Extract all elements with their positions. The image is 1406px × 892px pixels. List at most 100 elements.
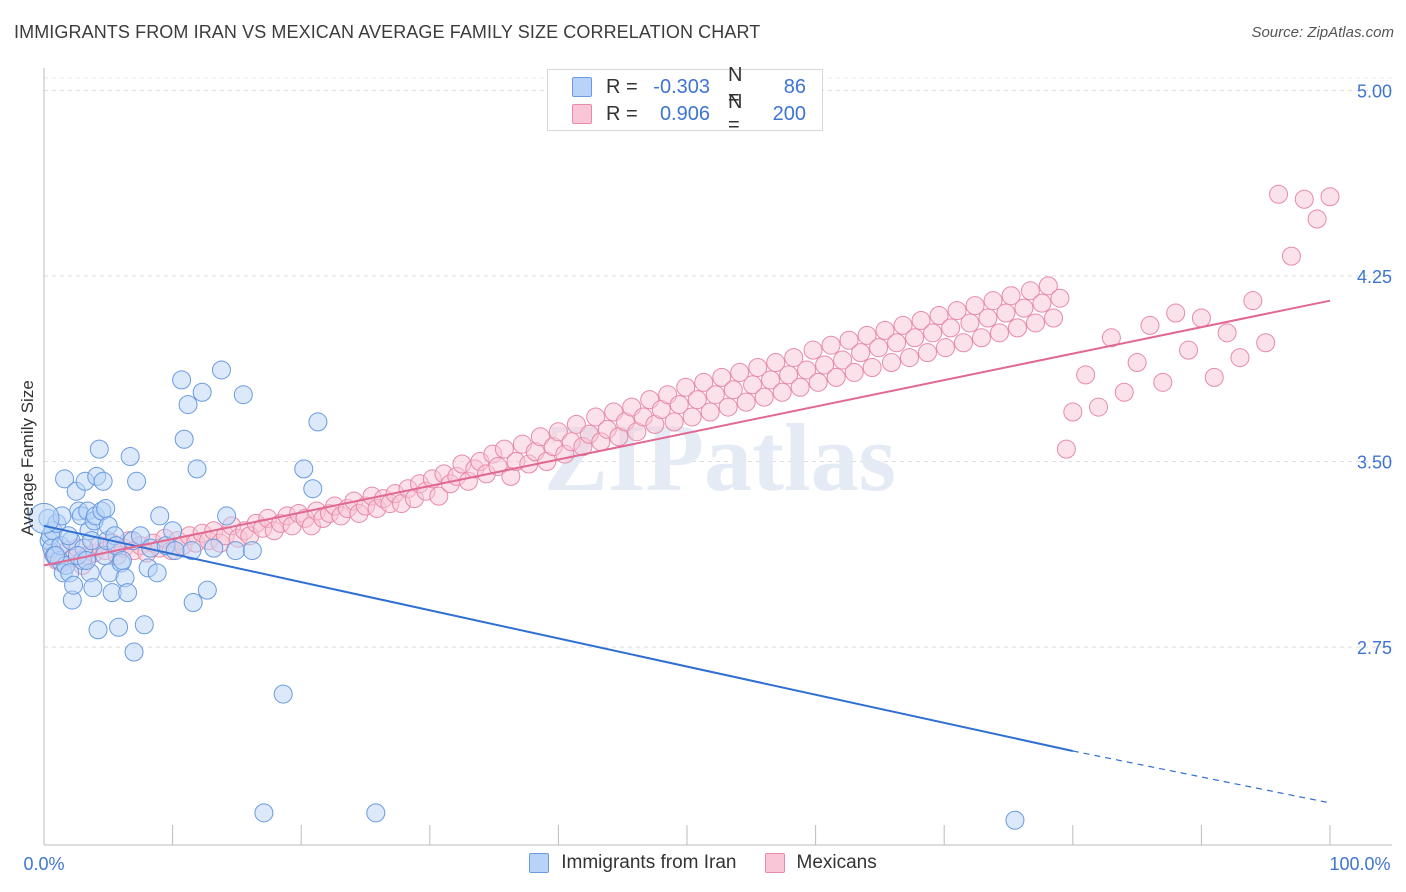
iran-trend-line: [43, 524, 1074, 752]
iran-point: [127, 471, 147, 491]
y-axis-title: Average Family Size: [18, 380, 37, 536]
mexican-point: [494, 439, 514, 459]
mexican-point: [881, 353, 901, 373]
mexican-point: [1153, 372, 1173, 392]
mexican-point: [682, 407, 702, 427]
mexican-point: [784, 348, 804, 368]
mexican-point: [1140, 315, 1160, 335]
mexican-point: [718, 397, 738, 417]
iran-point: [83, 578, 103, 598]
mexican-point: [857, 325, 877, 345]
iran-point: [93, 471, 113, 491]
series-legend: Immigrants from Iran Mexicans: [0, 852, 1406, 874]
mexican-point: [530, 427, 550, 447]
mexican-point: [826, 367, 846, 387]
iran-point: [147, 563, 167, 583]
mexican-point: [899, 348, 919, 368]
mexican-point: [1101, 328, 1121, 348]
mexican-point: [971, 328, 991, 348]
mexican-point: [766, 353, 786, 373]
mexican-point: [1008, 318, 1028, 338]
mexican-point: [815, 355, 835, 375]
mexican-point: [851, 343, 871, 363]
mexican-point: [1320, 187, 1340, 207]
r-label: R =: [606, 75, 638, 98]
iran-point: [204, 538, 224, 558]
mexican-point: [803, 340, 823, 360]
iran-point: [28, 502, 60, 534]
mexican-point: [797, 360, 817, 380]
mexican-trend-line: [43, 299, 1331, 567]
iran-point: [182, 541, 202, 561]
mexican-point: [772, 382, 792, 402]
mexican-point: [875, 320, 895, 340]
mexican-point: [1166, 303, 1186, 323]
iran-point: [55, 469, 75, 489]
grid-lines: [44, 77, 1392, 648]
mexican-point: [1179, 340, 1199, 360]
mexican-point: [1032, 293, 1052, 313]
iran-point: [88, 620, 108, 640]
n-label: N =: [728, 91, 743, 136]
y-tick-label: 4.25: [1357, 267, 1392, 287]
mexican-point: [705, 385, 725, 405]
mexican-point: [953, 333, 973, 353]
legend-swatch-iran: [572, 77, 592, 97]
legend-swatch-mexicans: [572, 104, 592, 124]
x-tick-label: 100.0%: [1329, 854, 1390, 874]
legend-row-iran: R = -0.303 N = 86: [572, 64, 806, 109]
legend-item-mexicans[interactable]: Mexicans: [764, 852, 877, 874]
iran-point: [172, 370, 192, 390]
mexican-point: [1191, 308, 1211, 328]
mexican-point: [1256, 333, 1276, 353]
iran-point: [76, 550, 96, 570]
mexican-point: [664, 412, 684, 432]
mexican-point: [923, 323, 943, 343]
mexican-point: [917, 343, 937, 363]
mexican-point: [429, 486, 449, 506]
iran-point: [120, 447, 140, 467]
mexican-point: [989, 323, 1009, 343]
mexican-point: [723, 380, 743, 400]
legend-swatch-iran: [529, 853, 550, 873]
mexican-point: [730, 362, 750, 382]
iran-point: [187, 459, 207, 479]
legend-item-iran[interactable]: Immigrants from Iran: [529, 852, 737, 874]
r-label: R =: [606, 102, 638, 125]
iran-point: [134, 615, 154, 635]
iran-point: [273, 684, 293, 704]
mexican-point: [1294, 189, 1314, 209]
mexican-point: [687, 390, 707, 410]
iran-point: [226, 541, 246, 561]
mexican-point: [839, 330, 859, 350]
r-value: 0.906: [659, 102, 710, 125]
mexican-point: [694, 372, 714, 392]
mexican-point: [893, 315, 913, 335]
x-tick-label: 0.0%: [23, 854, 64, 874]
mexican-point: [965, 296, 985, 316]
mexican-point: [978, 308, 998, 328]
source-label: Source: ZipAtlas.com: [1251, 24, 1394, 41]
iran-point: [308, 412, 328, 432]
iran-point: [96, 499, 116, 519]
iran-point: [1005, 810, 1025, 830]
mexican-point: [1127, 353, 1147, 373]
mexican-point: [983, 291, 1003, 311]
iran-point: [112, 550, 132, 570]
mexican-point: [821, 335, 841, 355]
r-value: -0.303: [653, 75, 710, 98]
iran-point: [242, 541, 262, 561]
n-value: 86: [783, 75, 806, 98]
mexican-point: [1026, 313, 1046, 333]
mexican-point: [1230, 348, 1250, 368]
iran-point: [64, 575, 84, 595]
mexican-point: [779, 365, 799, 385]
mexican-point: [736, 392, 756, 412]
legend-label-mexicans: Mexicans: [796, 852, 877, 873]
y-tick-label: 5.00: [1357, 81, 1392, 101]
mexican-point: [754, 387, 774, 407]
data-points: [28, 184, 1340, 830]
mexican-point: [669, 395, 689, 415]
mexican-point: [1269, 184, 1289, 204]
